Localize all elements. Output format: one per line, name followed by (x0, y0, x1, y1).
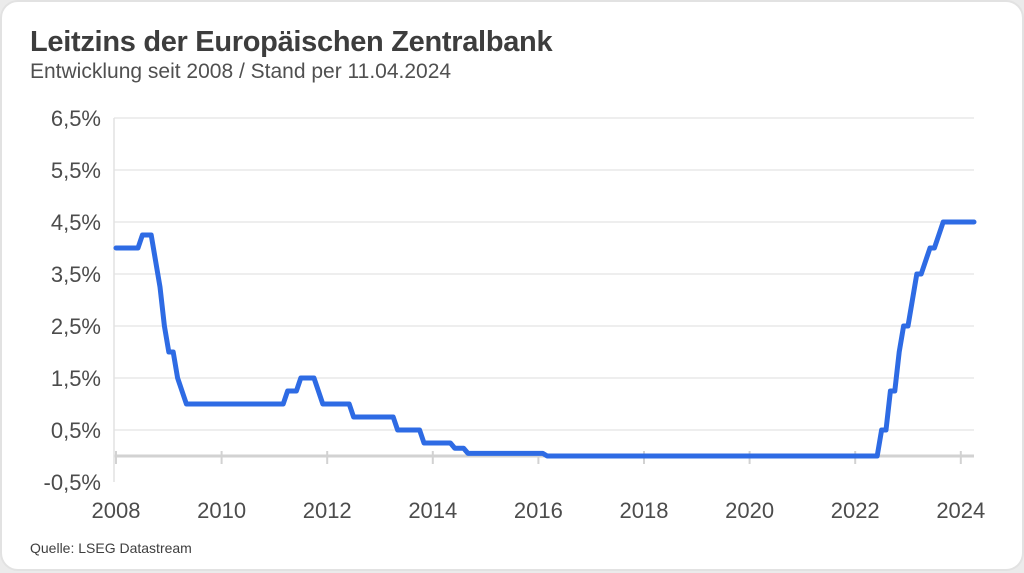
page-subtitle: Entwicklung seit 2008 / Stand per 11.04.… (30, 60, 452, 83)
y-tick-label: 0,5% (51, 418, 101, 443)
y-tick-label: 4,5% (51, 210, 101, 235)
y-tick-label: 6,5% (51, 106, 101, 131)
y-tick-label: 2,5% (51, 314, 101, 339)
y-tick-label: -0,5% (44, 470, 101, 495)
source-note: Quelle: LSEG Datastream (30, 540, 192, 556)
x-tick-label: 2018 (620, 498, 669, 523)
x-tick-label: 2020 (725, 498, 774, 523)
x-tick-label: 2016 (514, 498, 563, 523)
page-title: Leitzins der Europäischen Zentralbank (30, 26, 553, 58)
x-tick-label: 2022 (831, 498, 880, 523)
rate-line (113, 219, 977, 459)
x-tick-label: 2008 (92, 498, 141, 523)
x-tick-label: 2010 (197, 498, 246, 523)
x-tick-label: 2024 (936, 498, 985, 523)
y-tick-label: 3,5% (51, 262, 101, 287)
x-tick-label: 2014 (408, 498, 457, 523)
x-tick-label: 2012 (303, 498, 352, 523)
y-tick-label: 5,5% (51, 158, 101, 183)
y-tick-label: 1,5% (51, 366, 101, 391)
